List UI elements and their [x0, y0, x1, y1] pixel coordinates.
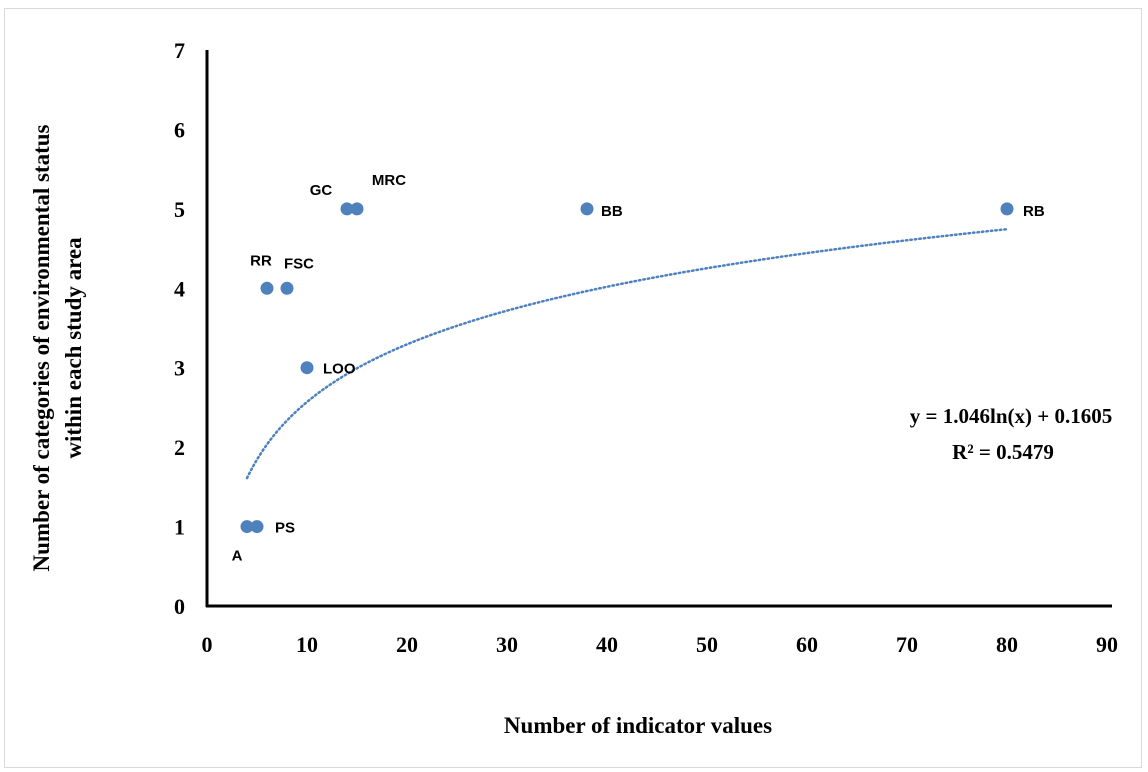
data-point-rr	[260, 281, 274, 295]
x-tick-label: 70	[896, 632, 918, 657]
y-axis-title-line-1: Number of categories of environmental st…	[29, 124, 54, 571]
x-tick-label: 80	[996, 632, 1018, 657]
y-tick-labels: 0 1 2 3 4 5 6 7	[174, 38, 185, 619]
y-tick-label: 7	[174, 38, 185, 63]
y-tick-label: 5	[174, 197, 185, 222]
y-tick-label: 2	[174, 435, 185, 460]
y-tick-label: 4	[174, 276, 185, 301]
point-label-rr: RR	[250, 252, 272, 269]
x-tick-labels: 0 10 20 30 40 50 60 70 80 90	[202, 632, 1119, 657]
data-point-a	[240, 520, 254, 534]
x-tick-label: 50	[696, 632, 718, 657]
point-label-bb: BB	[601, 203, 623, 220]
x-tick-label: 90	[1096, 632, 1118, 657]
x-tick-label: 0	[202, 632, 213, 657]
x-tick-label: 30	[496, 632, 518, 657]
y-tick-label: 6	[174, 117, 185, 142]
point-label-fsc: FSC	[284, 255, 314, 272]
data-points	[240, 202, 1014, 534]
point-label-rb: RB	[1023, 203, 1045, 220]
x-tick-label: 40	[596, 632, 618, 657]
y-tick-label: 1	[174, 515, 185, 540]
trendline	[245, 227, 1009, 480]
chart-frame	[4, 8, 1142, 768]
data-point-fsc	[280, 281, 294, 295]
data-point-bb	[580, 202, 594, 216]
x-axis-title: Number of indicator values	[504, 713, 772, 738]
point-label-gc: GC	[310, 182, 333, 199]
point-label-mrc: MRC	[372, 172, 406, 189]
y-tick-label: 0	[174, 594, 185, 619]
x-tick-label: 20	[396, 632, 418, 657]
data-point-rb	[1000, 202, 1014, 216]
point-labels: A PS RR FSC LOO GC MRC BB RB	[232, 172, 1045, 565]
axes	[205, 50, 1112, 608]
data-point-mrc	[350, 202, 364, 216]
point-label-a: A	[232, 548, 243, 565]
x-tick-label: 60	[796, 632, 818, 657]
data-point-loo	[300, 361, 314, 375]
data-point-ps	[250, 520, 264, 534]
y-tick-label: 3	[174, 356, 185, 381]
data-point-gc	[340, 202, 354, 216]
trendline-r-squared: R² = 0.5479	[952, 440, 1054, 464]
y-axis-title-line-2: within each study area	[61, 237, 86, 459]
y-axis-title: Number of categories of environmental st…	[29, 124, 86, 571]
point-label-loo: LOO	[323, 361, 356, 378]
x-tick-label: 10	[296, 632, 318, 657]
trendline-equation: y = 1.046ln(x) + 0.1605	[910, 404, 1112, 428]
point-label-ps: PS	[275, 520, 295, 537]
